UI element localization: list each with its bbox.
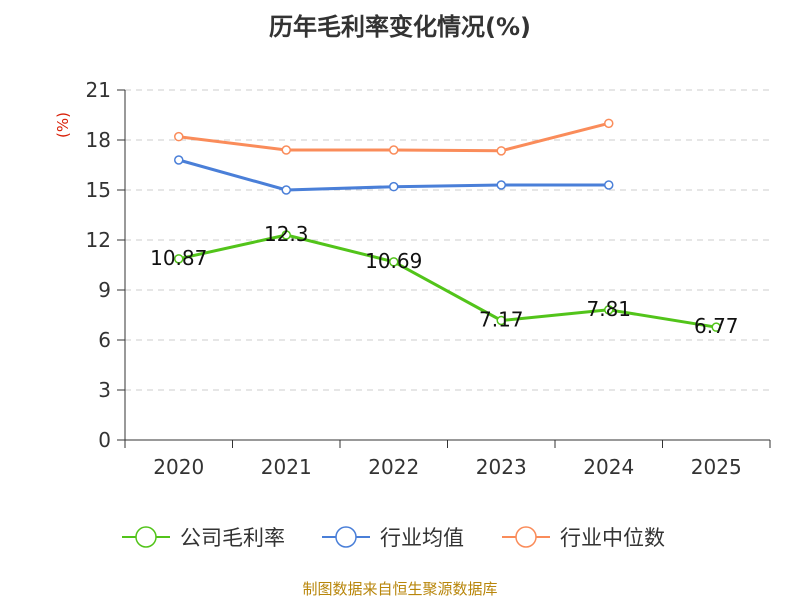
- legend-item-1[interactable]: 公司毛利率: [122, 526, 285, 550]
- data-label: 12.3: [264, 222, 309, 246]
- y-tick-label: 15: [86, 178, 111, 202]
- x-tick-label: 2023: [476, 455, 527, 479]
- data-label: 10.69: [365, 249, 422, 273]
- series-1-point: [174, 254, 184, 264]
- legend[interactable]: 公司毛利率 行业均值 行业中位数: [122, 526, 665, 550]
- y-tick-label: 3: [98, 378, 111, 402]
- y-tick-label: 6: [98, 328, 111, 352]
- data-label: 10.87: [150, 246, 207, 270]
- gridlines: [125, 89, 770, 391]
- series-3-point: [174, 131, 184, 142]
- series-2-point: [389, 181, 399, 192]
- y-axis-label: (%): [54, 112, 72, 138]
- series-1-point: [496, 315, 506, 326]
- x-tick-label: 2024: [583, 455, 634, 479]
- x-tick-label: 2022: [368, 455, 419, 479]
- series-3-point: [604, 118, 614, 129]
- series-1-point: [389, 257, 399, 267]
- y-tick-label: 0: [98, 428, 111, 452]
- series-2-point: [604, 180, 614, 190]
- series-2-point: [496, 180, 506, 190]
- legend-item-3[interactable]: 行业中位数: [502, 526, 665, 550]
- x-tick-label: 2020: [153, 455, 204, 479]
- y-tick-label: 9: [98, 278, 111, 302]
- legend-marker: [135, 526, 157, 548]
- x-tick-label: 2025: [691, 455, 742, 479]
- series-line-1: [178, 233, 717, 329]
- y-tick-label: 21: [86, 78, 111, 102]
- y-tick-label: 12: [86, 228, 111, 252]
- legend-marker: [335, 526, 357, 548]
- tick-labels: 0 3 6 9 12 15 18 21 2020 2021 2022 2023 2024 2025: [86, 78, 742, 479]
- legend-label: 公司毛利率: [180, 526, 285, 550]
- legend-label: 行业均值: [380, 526, 464, 550]
- y-tick-label: 18: [86, 128, 111, 152]
- series-1-point: [711, 322, 721, 332]
- data-label: 6.77: [694, 314, 739, 338]
- legend-marker: [515, 526, 537, 548]
- series-3-point: [389, 145, 399, 155]
- series-2-point: [174, 155, 184, 165]
- series-3-point: [281, 145, 291, 155]
- legend-label: 行业中位数: [560, 526, 665, 550]
- series-3-point: [496, 146, 506, 156]
- series-group: [174, 118, 721, 332]
- data-label: 7.81: [586, 297, 631, 321]
- series-2-point: [281, 185, 291, 195]
- source-note: 制图数据来自恒生聚源数据库: [302, 580, 498, 598]
- data-label: 7.17: [479, 308, 524, 332]
- series-1-point: [281, 230, 291, 240]
- axes: [117, 89, 771, 448]
- x-tick-label: 2021: [261, 455, 312, 479]
- series-1-point: [604, 305, 614, 315]
- data-labels: 10.87 12.3 10.69 7.17 7.81 6.77: [150, 222, 738, 338]
- legend-item-2[interactable]: 行业均值: [322, 526, 464, 550]
- chart-title: 历年毛利率变化情况(%): [269, 13, 531, 41]
